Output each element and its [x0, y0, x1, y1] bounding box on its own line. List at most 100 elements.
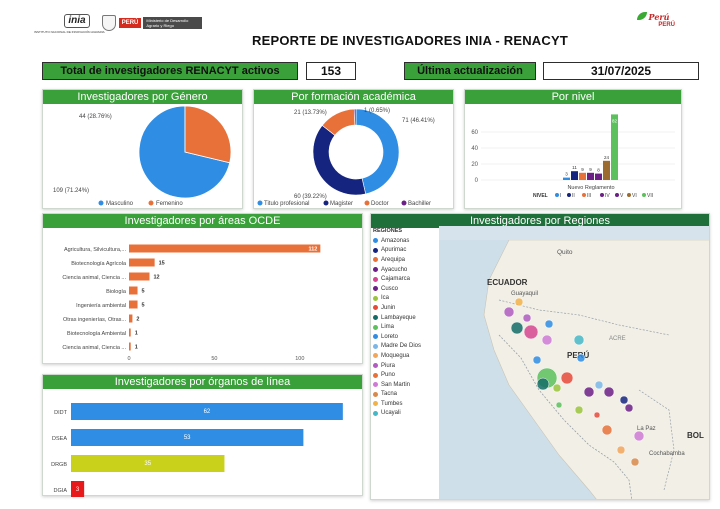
ocde-category-0: Agricultura, Silvicultura,...	[64, 247, 127, 253]
region-legend-item[interactable]: San Martin	[373, 380, 439, 390]
organo-bar-label-2: 35	[144, 461, 151, 467]
region-legend-dot	[373, 305, 378, 311]
regions-panel-title: Investigadores por Regiones	[371, 214, 709, 228]
region-legend-item[interactable]: Arequipa	[373, 255, 439, 265]
region-legend-item[interactable]: Apurimac	[373, 246, 439, 256]
level-panel: Por nivel 0 20 40 60 3 11 9 9 8 24 82 Nuevo Reglame…	[464, 89, 682, 209]
level-bar-label-VI: 24	[604, 155, 610, 160]
region-legend-item[interactable]: Amazonas	[373, 236, 439, 246]
region-bubble	[583, 386, 595, 398]
level-legend-label-III: III	[587, 193, 591, 199]
map-label-cochabamba: Cochabamba	[649, 451, 685, 457]
region-bubble	[593, 411, 601, 419]
regions-legend: REGIONES Amazonas Apurimac Arequipa Ayacuch…	[373, 228, 439, 418]
map-label-ecuador: ECUADOR	[487, 278, 528, 287]
region-legend-item[interactable]: Madre De Dios	[373, 342, 439, 352]
legend-label-0: Masculino	[106, 201, 134, 207]
ocde-bar-5	[129, 314, 133, 323]
region-legend-item[interactable]: Tacna	[373, 390, 439, 400]
region-bubble	[523, 324, 539, 340]
region-legend-dot	[373, 324, 378, 330]
region-legend-dot	[373, 286, 378, 292]
region-legend-item[interactable]: Ucayali	[373, 409, 439, 419]
ocde-bar-label-0: 112	[308, 247, 317, 253]
organo-bar-2	[71, 455, 225, 472]
last-update-label: Última actualización	[404, 62, 536, 80]
level-bar-VI	[603, 160, 610, 180]
level-bar-label-III: 9	[581, 167, 584, 172]
level-legend-dot-II	[567, 193, 571, 197]
region-legend-label: Cajamarca	[381, 276, 411, 283]
organo-bar-3	[71, 481, 85, 497]
ocde-panel-title: Investigadores por áreas OCDE	[43, 214, 362, 228]
ocde-bar-label-2: 12	[154, 275, 160, 281]
level-bar-III	[579, 172, 586, 180]
region-legend-dot	[373, 363, 378, 369]
organo-category-2: DRGB	[51, 462, 67, 468]
region-bubble	[603, 386, 615, 398]
region-bubble	[532, 355, 542, 365]
regions-panel: Investigadores por Regiones REGIONES Ama…	[370, 213, 710, 500]
region-legend-item[interactable]: Junin	[373, 303, 439, 313]
ocde-category-3: Biología	[106, 289, 127, 295]
region-legend-item[interactable]: Tumbes	[373, 399, 439, 409]
region-legend-item[interactable]: Moquegua	[373, 351, 439, 361]
ocde-bar-label-6: 1	[135, 331, 138, 337]
level-legend-label-VII: VII	[647, 193, 653, 199]
organos-panel-title: Investigadores por órganos de línea	[43, 375, 362, 389]
regions-map[interactable]: QuitoECUADORGuayaquilACREPERÚBOLLa PazCo…	[439, 226, 710, 500]
level-legend-dot-VII	[642, 193, 646, 197]
region-legend-item[interactable]: Ayacucho	[373, 265, 439, 275]
government-logo: PERÚ Ministerio de Desarrollo Agrario y …	[102, 14, 202, 32]
ocde-bar-label-3: 5	[142, 289, 145, 295]
gender-panel: Investigadores por Género 109 (71.24%) 44…	[42, 89, 243, 209]
region-legend-dot	[373, 315, 378, 321]
region-legend-label: Ayacucho	[381, 266, 408, 273]
region-legend-label: Tacna	[381, 391, 398, 398]
pie-slice-1	[184, 105, 232, 164]
pie-label-0: 109 (71.24%)	[53, 188, 89, 194]
map-canvas[interactable]: QuitoECUADORGuayaquilACREPERÚBOLLa PazCo…	[439, 240, 710, 500]
ocde-bar-label-1: 15	[159, 261, 165, 267]
ocde-bar-7	[129, 342, 131, 351]
ocde-category-7: Ciencia animal, Ciencia ...	[62, 345, 126, 351]
region-legend-label: Loreto	[381, 333, 399, 340]
shield-icon	[102, 15, 116, 31]
region-legend-item[interactable]: Lima	[373, 322, 439, 332]
ocde-bar-label-4: 5	[142, 303, 145, 309]
map-label-la-paz: La Paz	[637, 426, 656, 432]
pie-label-1: 44 (28.76%)	[79, 114, 112, 120]
region-legend-item[interactable]: Puno	[373, 370, 439, 380]
region-legend-dot	[373, 401, 378, 407]
organos-chart: DIDT 62 DSEA 53 DRGB 35 DGIA 3	[51, 403, 343, 497]
level-legend-label-II: II	[572, 193, 575, 199]
ocde-bar-3	[129, 286, 138, 295]
bolivia-border	[638, 389, 675, 491]
organo-bar-0	[71, 403, 343, 420]
peru-border	[498, 334, 633, 499]
regions-legend-title: REGIONES	[373, 228, 403, 234]
region-legend-dot	[373, 372, 378, 378]
organo-bar-label-1: 53	[184, 435, 191, 441]
region-bubble	[510, 321, 524, 335]
region-bubble	[624, 403, 634, 413]
region-bubble	[544, 319, 554, 329]
region-legend-label: Ucayali	[381, 410, 401, 417]
region-legend-item[interactable]: Loreto	[373, 332, 439, 342]
region-legend-label: Puno	[381, 372, 396, 379]
formation-panel: Por formación académica 71 (46.41%) 60 (3…	[253, 89, 454, 209]
legend-label-2: Doctor	[371, 201, 389, 207]
ocde-category-2: Ciencia animal, Ciencia ...	[62, 275, 126, 281]
region-legend-item[interactable]: Cajamarca	[373, 274, 439, 284]
region-legend-label: Moquegua	[381, 352, 410, 359]
region-legend-item[interactable]: Lambayeque	[373, 313, 439, 323]
level-legend-dot-I	[555, 193, 559, 197]
map-label-guayaquil: Guayaquil	[511, 291, 538, 297]
region-legend-item[interactable]: Cusco	[373, 284, 439, 294]
region-legend-item[interactable]: Piura	[373, 361, 439, 371]
peru-tag: PERÚ	[118, 18, 142, 28]
ocde-bar-6	[129, 328, 131, 337]
region-legend-item[interactable]: Ica	[373, 294, 439, 304]
ytick-1: 20	[471, 162, 478, 168]
